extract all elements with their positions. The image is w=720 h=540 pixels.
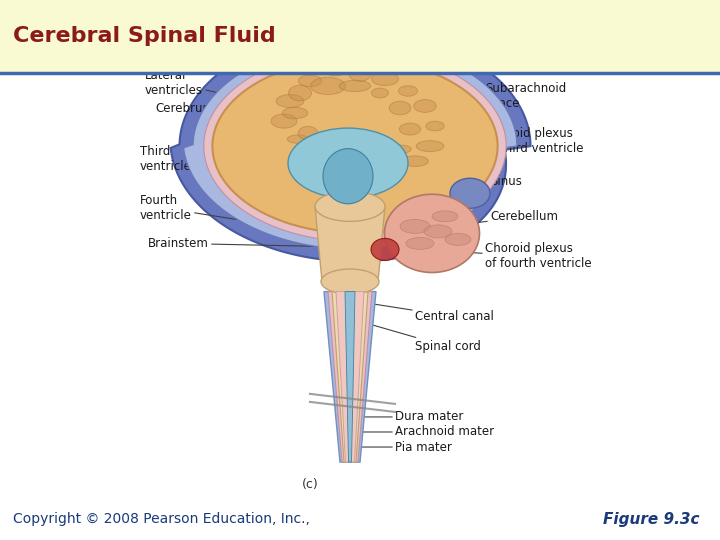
- Text: Arachnoid villi: Arachnoid villi: [400, 58, 559, 71]
- Ellipse shape: [371, 238, 399, 260]
- Polygon shape: [204, 51, 506, 241]
- Ellipse shape: [339, 80, 371, 92]
- Ellipse shape: [282, 107, 307, 119]
- Ellipse shape: [345, 148, 365, 158]
- Ellipse shape: [351, 154, 389, 172]
- Ellipse shape: [348, 64, 372, 82]
- Text: Dura mater: Dura mater: [358, 410, 464, 423]
- Ellipse shape: [390, 102, 411, 115]
- Ellipse shape: [323, 148, 373, 204]
- Text: Pia mater: Pia mater: [350, 441, 452, 454]
- Ellipse shape: [426, 122, 444, 131]
- Ellipse shape: [298, 75, 322, 87]
- Text: (c): (c): [302, 478, 318, 491]
- Text: Third
ventricle: Third ventricle: [140, 145, 310, 173]
- Text: Choroid plexus
of third ventricle: Choroid plexus of third ventricle: [455, 127, 583, 155]
- Text: Central canal: Central canal: [358, 302, 494, 323]
- Text: Sinus: Sinus: [468, 175, 522, 188]
- Ellipse shape: [310, 77, 346, 94]
- Ellipse shape: [400, 219, 430, 233]
- Polygon shape: [328, 292, 372, 462]
- Ellipse shape: [315, 191, 385, 221]
- Text: Cerebellum: Cerebellum: [472, 210, 558, 224]
- Ellipse shape: [406, 238, 434, 249]
- Text: Brainstem: Brainstem: [148, 237, 322, 250]
- Polygon shape: [332, 292, 368, 462]
- Text: Figure 9.3c: Figure 9.3c: [603, 512, 700, 527]
- Ellipse shape: [321, 269, 379, 294]
- Polygon shape: [336, 292, 364, 462]
- Text: Copyright © 2008 Pearson Education, Inc.,: Copyright © 2008 Pearson Education, Inc.…: [13, 512, 310, 526]
- Ellipse shape: [384, 194, 480, 273]
- Ellipse shape: [324, 66, 346, 76]
- Polygon shape: [345, 292, 355, 462]
- Ellipse shape: [389, 145, 411, 153]
- Polygon shape: [184, 43, 517, 249]
- Ellipse shape: [432, 211, 458, 222]
- Ellipse shape: [450, 178, 490, 208]
- Ellipse shape: [298, 126, 318, 140]
- Ellipse shape: [307, 147, 328, 159]
- Ellipse shape: [402, 156, 428, 166]
- Polygon shape: [171, 31, 531, 261]
- Ellipse shape: [383, 160, 407, 172]
- Ellipse shape: [362, 149, 398, 164]
- Ellipse shape: [336, 153, 354, 165]
- Ellipse shape: [287, 135, 309, 143]
- Ellipse shape: [372, 72, 398, 86]
- Text: Cerebral Spinal Fluid: Cerebral Spinal Fluid: [13, 26, 276, 46]
- Ellipse shape: [424, 225, 452, 238]
- Text: Cerebrum: Cerebrum: [155, 102, 305, 121]
- Ellipse shape: [398, 86, 418, 96]
- Ellipse shape: [276, 94, 304, 107]
- Text: Fourth
ventricle: Fourth ventricle: [140, 194, 325, 233]
- Ellipse shape: [372, 88, 389, 98]
- Ellipse shape: [289, 85, 312, 101]
- Ellipse shape: [414, 99, 436, 112]
- Polygon shape: [212, 59, 498, 233]
- Text: Choroid plexus
of fourth ventricle: Choroid plexus of fourth ventricle: [415, 242, 592, 271]
- Ellipse shape: [271, 114, 297, 128]
- Ellipse shape: [445, 233, 471, 245]
- Text: Spinal cord: Spinal cord: [368, 323, 481, 353]
- Ellipse shape: [288, 128, 408, 198]
- Text: Arachnoid mater: Arachnoid mater: [354, 426, 494, 438]
- Text: Lateral
ventricles: Lateral ventricles: [145, 69, 300, 111]
- Ellipse shape: [400, 123, 420, 135]
- Ellipse shape: [416, 140, 444, 152]
- Polygon shape: [315, 206, 385, 281]
- Ellipse shape: [314, 140, 346, 152]
- Text: Subarachnoid
space: Subarachnoid space: [455, 82, 566, 110]
- Polygon shape: [324, 292, 376, 462]
